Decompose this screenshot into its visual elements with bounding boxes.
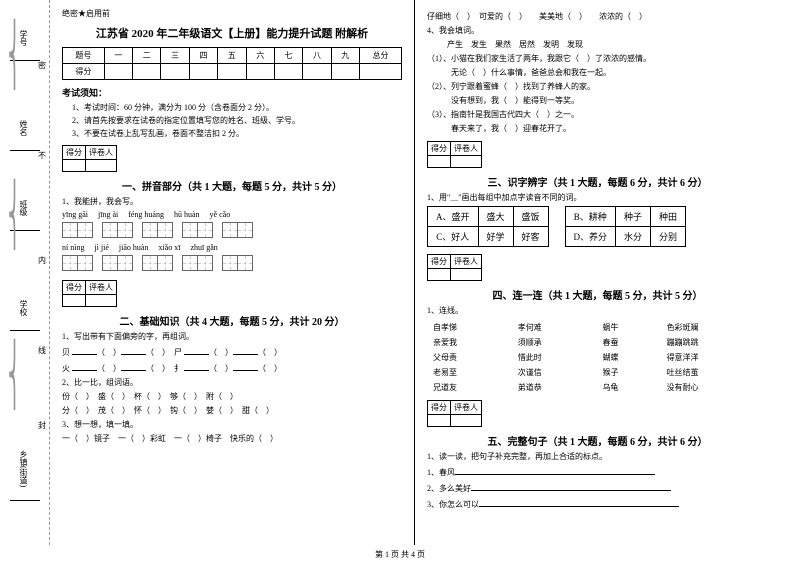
- sentence-fill: 1、春风: [427, 465, 768, 478]
- seal-char: 封: [38, 420, 46, 431]
- th: 八: [303, 48, 331, 64]
- fill-line: 仔细地（ ） 可爱的（ ） 美美地（ ） 浓浓的（ ）: [427, 11, 768, 22]
- fill-line: 一（ ）镜子 一（ ）彩虹 一（ ）椅子 快乐的（ ）: [62, 433, 402, 444]
- section-5-title: 五、完整句子（共 1 大题，每题 6 分，共计 6 分）: [427, 433, 768, 448]
- char-compare-table: A、盛开盛大盛饭B、耕种种子种田 C、好人好学好客D、养分水分分别: [427, 206, 686, 247]
- margin-line: [10, 500, 40, 501]
- margin-township: 乡镇(街道): [18, 450, 29, 487]
- th: 一: [104, 48, 132, 64]
- pair-line: 分（ ） 茂（ ） 怀（ ） 钩（ ） 婪（ ） 甜（ ）: [62, 405, 402, 416]
- brace-icon: ⎨: [8, 20, 22, 90]
- section-2-title: 二、基础知识（共 4 大题，每题 5 分，共计 20 分）: [62, 313, 402, 328]
- q-text: 1、我能拼，我会写。: [62, 196, 402, 207]
- th: 题号: [63, 48, 105, 64]
- margin-line: [10, 330, 40, 331]
- q-text: 1、用"＿"画出每组中加点字读音不同的词。: [427, 192, 768, 203]
- grade-box: 得分评卷人: [427, 254, 482, 281]
- pinyin-row: ní nìng jì jié jiāo huàn xiǎo xī zhuī gǎ…: [62, 243, 402, 252]
- th: 二: [133, 48, 161, 64]
- th: 五: [218, 48, 246, 64]
- word-bank: 产生 发生 果然 居然 发明 发现: [447, 39, 768, 50]
- pinyin-row: yīng gāi jīng ài féng huáng hū huàn yě c…: [62, 210, 402, 219]
- th: 四: [189, 48, 217, 64]
- q-text: 1、连线。: [427, 305, 768, 316]
- notice-title: 考试须知：: [62, 86, 402, 99]
- seal-char: 线: [38, 345, 46, 356]
- left-column: 绝密★启用前 江苏省 2020 年二年级语文【上册】能力提升试题 附解析 题号 …: [50, 0, 415, 545]
- fill-item: 无论（ ）什么事情，爸爸总会和我在一起。: [427, 67, 768, 78]
- content-columns: 绝密★启用前 江苏省 2020 年二年级语文【上册】能力提升试题 附解析 题号 …: [50, 0, 800, 545]
- th: 三: [161, 48, 189, 64]
- exam-page: 学号 姓名 班级 学校 乡镇(街道) 密 不 内 线 封 ⎨ ⎨ ⎨ 绝密★启用…: [0, 0, 800, 545]
- fill-item: （2）、列宁跟着蜜蜂（ ）找到了养蜂人的家。: [427, 81, 768, 92]
- binding-margin: 学号 姓名 班级 学校 乡镇(街道) 密 不 内 线 封 ⎨ ⎨ ⎨: [0, 0, 50, 545]
- notice-item: 1、考试时间：60 分钟，满分为 100 分（含卷面分 2 分）。: [72, 102, 402, 113]
- seal-char: 内: [38, 255, 46, 266]
- exam-title: 江苏省 2020 年二年级语文【上册】能力提升试题 附解析: [62, 25, 402, 41]
- brace-icon: ⎨: [8, 180, 22, 250]
- fill-item: 春天来了，我（ ）迎春花开了。: [427, 123, 768, 134]
- fill-item: 没有想到，我（ ）能得到一等奖。: [427, 95, 768, 106]
- q-text: 4、我会填词。: [427, 25, 768, 36]
- q-text: 2、比一比，组词语。: [62, 377, 402, 388]
- notice-item: 3、不要在试卷上乱写乱画，卷面不整洁扣 2 分。: [72, 128, 402, 139]
- notice-item: 2、请首先按要求在试卷的指定位置填写您的姓名、班级、学号。: [72, 115, 402, 126]
- grade-box: 得分评卷人: [62, 280, 117, 307]
- grade-box: 得分评卷人: [427, 400, 482, 427]
- section-1-title: 一、拼音部分（共 1 大题，每题 5 分，共计 5 分）: [62, 178, 402, 193]
- section-4-title: 四、连一连（共 1 大题，每题 5 分，共计 5 分）: [427, 287, 768, 302]
- radical-line: 火 （ ）（ ） 扌 （ ）（ ）: [62, 361, 402, 374]
- score-table: 题号 一 二 三 四 五 六 七 八 九 总分 得分: [62, 47, 402, 80]
- confidential-label: 绝密★启用前: [62, 8, 402, 19]
- th: 七: [274, 48, 302, 64]
- sentence-fill: 3、你怎么可以: [427, 497, 768, 510]
- fill-item: （3）、指南针是我国古代四大（ ）之一。: [427, 109, 768, 120]
- fill-item: （1）、小猫在我们家生活了两年，我跟它（ ）了浓浓的感情。: [427, 53, 768, 64]
- grade-box: 得分评卷人: [62, 145, 117, 172]
- char-grid-row: [62, 254, 402, 274]
- connect-table: 自孝悌孝何难蜗牛色彩斑斓 亲爱我须顺承春蚕蹦蹦跳跳 父母责惜此时蝴蝶得意洋洋 老…: [427, 319, 768, 396]
- q-text: 3、想一想，填一填。: [62, 419, 402, 430]
- right-column: 仔细地（ ） 可爱的（ ） 美美地（ ） 浓浓的（ ） 4、我会填词。 产生 发…: [415, 0, 780, 545]
- margin-line: [10, 150, 40, 151]
- char-grid-row: [62, 221, 402, 241]
- seal-char: 密: [38, 60, 46, 71]
- seal-char: 不: [38, 150, 46, 161]
- q-text: 1、写出带有下面偏旁的字，再组词。: [62, 331, 402, 342]
- page-footer: 第 1 页 共 4 页: [0, 549, 800, 560]
- grade-box: 得分评卷人: [427, 141, 482, 168]
- margin-school: 学校: [18, 300, 29, 316]
- sentence-fill: 2、多么美好: [427, 481, 768, 494]
- th: 总分: [360, 48, 402, 64]
- td: 得分: [63, 64, 105, 80]
- brace-icon: ⎨: [8, 340, 22, 410]
- pair-line: 份（ ） 盛（ ） 杯（ ） 够（ ） 附（ ）: [62, 391, 402, 402]
- th: 六: [246, 48, 274, 64]
- q-text: 1、读一读，把句子补充完整，再加上合适的标点。: [427, 451, 768, 462]
- th: 九: [331, 48, 359, 64]
- section-3-title: 三、识字辨字（共 1 大题，每题 6 分，共计 6 分）: [427, 174, 768, 189]
- margin-name: 姓名: [18, 120, 29, 136]
- radical-line: 贝 （ ）（ ） 尸 （ ）（ ）: [62, 345, 402, 358]
